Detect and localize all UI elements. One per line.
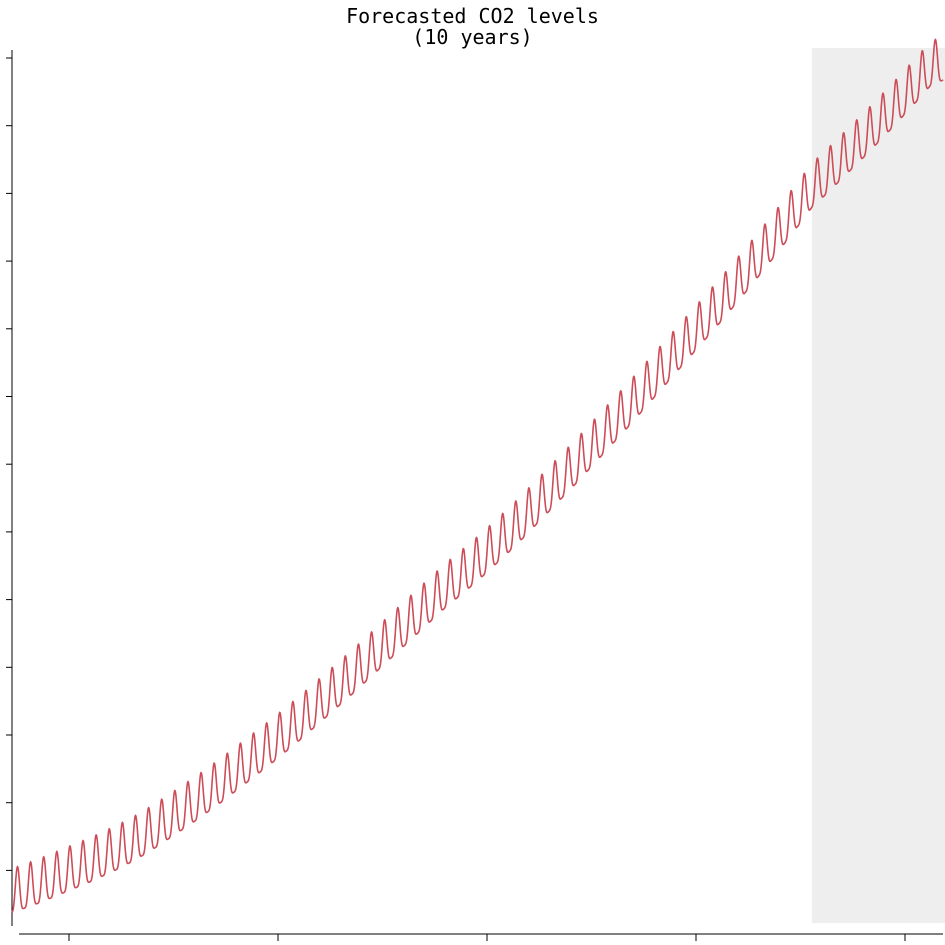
chart-title: Forecasted CO2 levels [346,4,599,28]
co2-series-line [11,38,944,913]
axis-ticks [6,57,906,941]
forecast-region-band [811,48,945,923]
chart-subtitle: (10 years) [412,25,533,49]
